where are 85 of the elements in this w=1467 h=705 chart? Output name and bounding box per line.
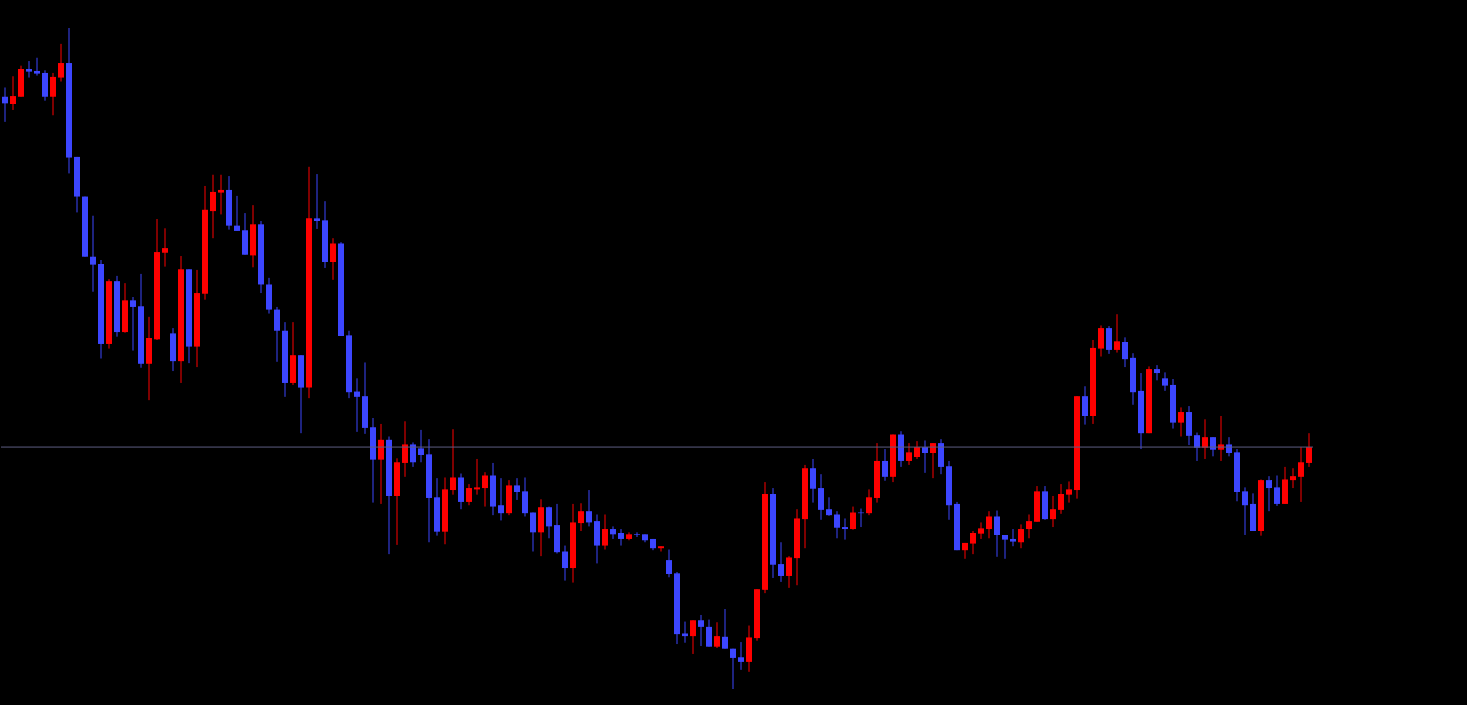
candlestick bbox=[842, 517, 848, 541]
candlestick bbox=[986, 510, 992, 539]
candlestick bbox=[1290, 467, 1296, 489]
candlestick bbox=[218, 174, 224, 215]
candlestick bbox=[1306, 432, 1312, 468]
candlestick bbox=[882, 448, 888, 482]
candlestick bbox=[1026, 514, 1032, 539]
candlestick bbox=[970, 530, 976, 555]
candlestick bbox=[1186, 405, 1192, 446]
candlestick bbox=[586, 489, 592, 527]
candlestick bbox=[50, 72, 56, 116]
candlestick bbox=[714, 621, 720, 649]
candlestick bbox=[1274, 475, 1280, 507]
candlestick bbox=[698, 614, 704, 647]
candlestick bbox=[618, 528, 624, 547]
candlestick bbox=[354, 377, 360, 433]
candlestick bbox=[1178, 406, 1184, 437]
candlestick bbox=[410, 441, 416, 468]
candlestick bbox=[314, 173, 320, 230]
candlestick bbox=[818, 473, 824, 521]
candlestick bbox=[1298, 446, 1304, 503]
candlestick bbox=[690, 619, 696, 655]
candlestick bbox=[58, 43, 64, 83]
candlestick bbox=[34, 57, 40, 77]
candlestick bbox=[602, 514, 608, 551]
candlestick bbox=[562, 545, 568, 582]
candlestick bbox=[610, 525, 616, 540]
candlestick bbox=[546, 506, 552, 539]
candlestick bbox=[130, 296, 136, 352]
candlestick bbox=[738, 641, 744, 671]
candlestick bbox=[850, 506, 856, 531]
candlestick bbox=[474, 458, 480, 496]
candlestick bbox=[1106, 325, 1112, 355]
candlestick bbox=[978, 521, 984, 540]
candlestick bbox=[1082, 385, 1088, 426]
candlestick bbox=[330, 237, 336, 281]
candlestick bbox=[378, 423, 384, 505]
candlestick bbox=[1018, 523, 1024, 549]
candlestick bbox=[10, 75, 16, 111]
candlestick bbox=[1058, 483, 1064, 515]
candlestick bbox=[634, 531, 640, 538]
candlestick bbox=[1162, 371, 1168, 392]
candlestick bbox=[730, 648, 736, 690]
candlestick bbox=[402, 420, 408, 478]
candlestick bbox=[274, 306, 280, 363]
candlestick bbox=[1154, 364, 1160, 381]
candlestick bbox=[938, 438, 944, 475]
candlestick bbox=[482, 471, 488, 508]
candlestick bbox=[722, 608, 728, 650]
candlestick bbox=[514, 477, 520, 501]
candlestick bbox=[1098, 324, 1104, 358]
candlestick bbox=[826, 496, 832, 517]
candlestick bbox=[994, 510, 1000, 558]
candlestick bbox=[1122, 336, 1128, 368]
candlestick bbox=[210, 174, 216, 239]
candlestick bbox=[1266, 475, 1272, 512]
candlestick bbox=[578, 502, 584, 532]
candlestick bbox=[1242, 486, 1248, 536]
candlestick bbox=[498, 477, 504, 521]
candlestick bbox=[658, 545, 664, 553]
candlestick bbox=[906, 442, 912, 466]
candlestick bbox=[706, 619, 712, 648]
candlestick bbox=[1114, 313, 1120, 354]
candlestick bbox=[666, 549, 672, 578]
candlestick bbox=[962, 542, 968, 560]
candlestick bbox=[234, 195, 240, 232]
candlestick bbox=[1010, 528, 1016, 547]
candlestick bbox=[530, 512, 536, 553]
candlestick bbox=[90, 215, 96, 293]
candlestick bbox=[42, 69, 48, 102]
candlestick bbox=[26, 60, 32, 79]
candlestick bbox=[866, 488, 872, 516]
candlestick bbox=[2, 86, 8, 123]
candlestick bbox=[778, 541, 784, 583]
candlestick bbox=[450, 428, 456, 496]
candlestick bbox=[1066, 480, 1072, 504]
candlestick bbox=[466, 483, 472, 506]
candlestick bbox=[810, 458, 816, 504]
candlestick bbox=[522, 476, 528, 517]
candlestick bbox=[682, 621, 688, 644]
candlestick bbox=[418, 429, 424, 463]
candlestick bbox=[162, 227, 168, 268]
candlestick bbox=[786, 555, 792, 589]
candlestick bbox=[1050, 495, 1056, 528]
candlestick bbox=[834, 510, 840, 539]
